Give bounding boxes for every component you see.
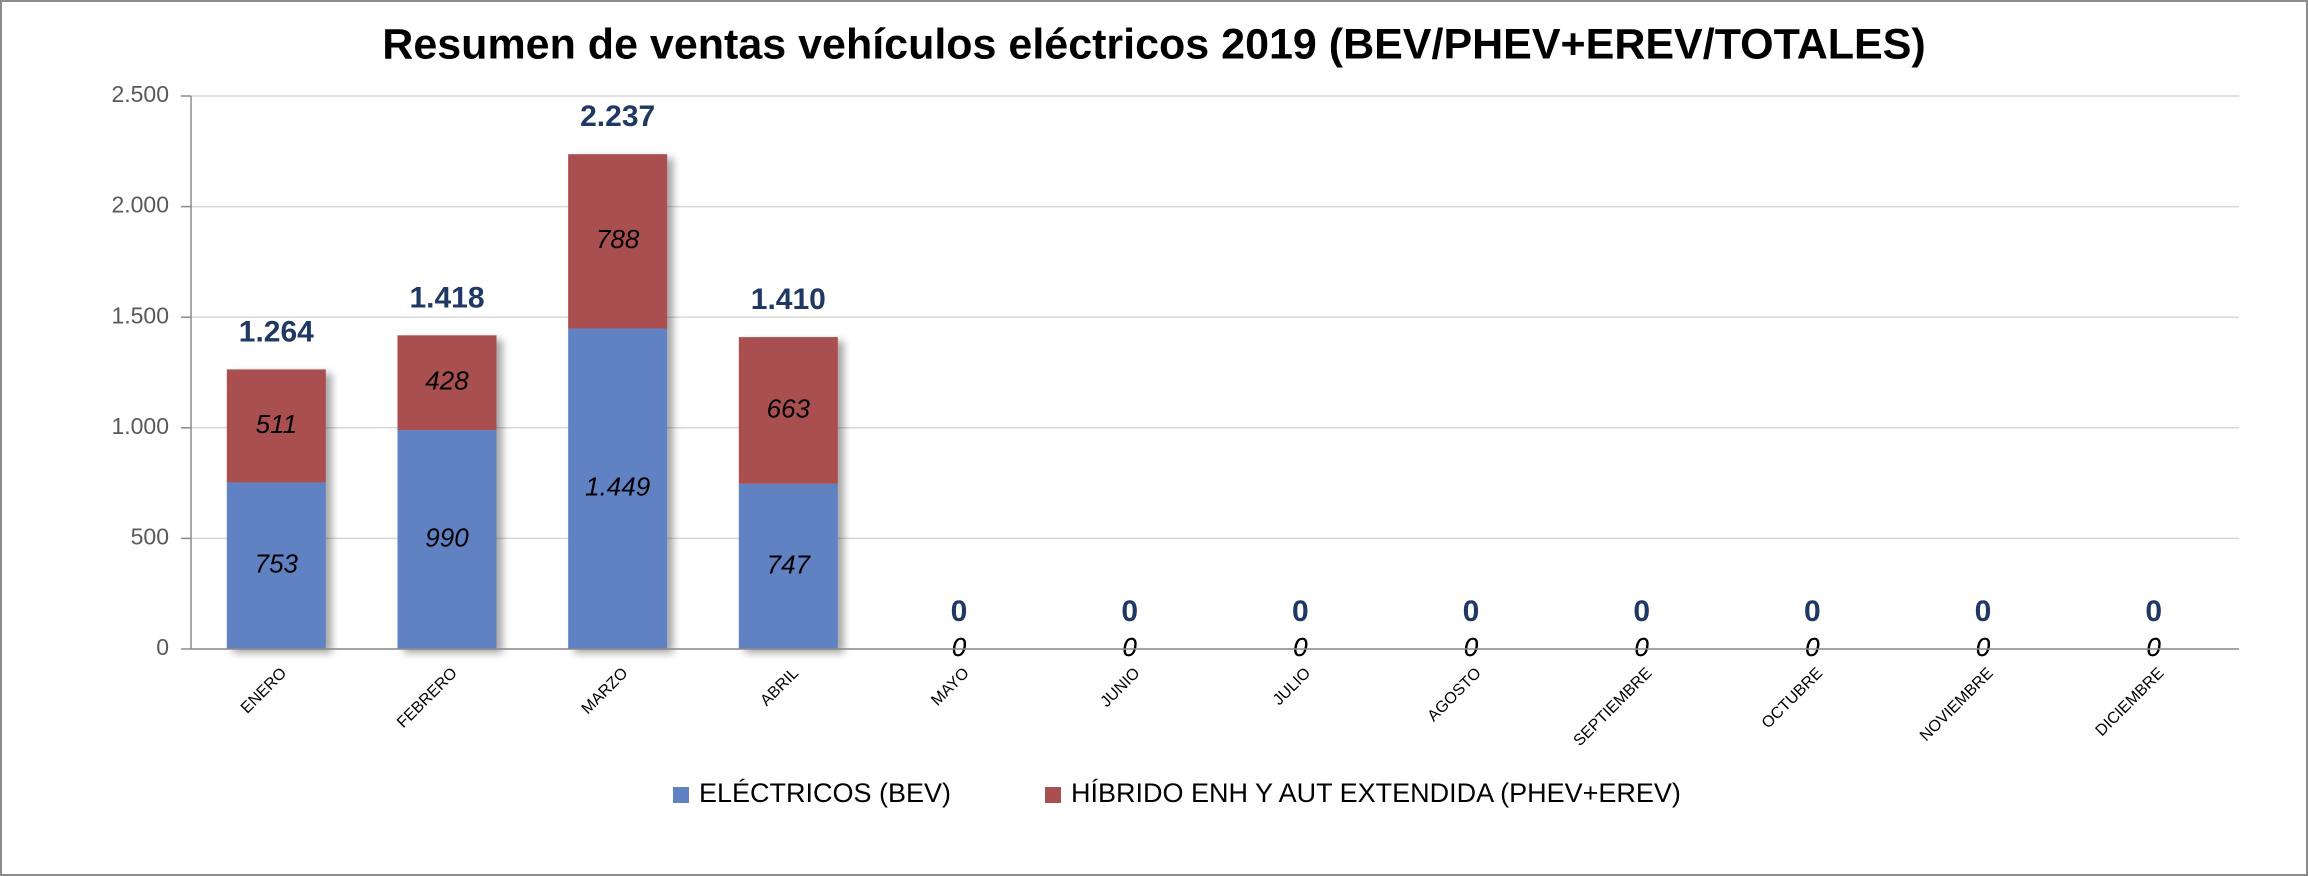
value-label: 0 <box>1122 632 1137 662</box>
bar-stack <box>738 337 838 649</box>
bar-segment <box>738 483 838 649</box>
value-label: 511 <box>256 409 297 439</box>
value-label: 0 <box>1293 632 1308 662</box>
y-tick-label: 0 <box>156 634 169 660</box>
y-tick-label: 2.500 <box>111 81 169 107</box>
y-tick-label: 2.000 <box>111 192 169 218</box>
legend-swatch <box>1045 787 1061 803</box>
bar-segment <box>226 482 326 649</box>
value-label: 0 <box>1976 632 1991 662</box>
value-label: 428 <box>425 366 469 396</box>
total-label: 0 <box>951 595 968 628</box>
y-tick-label: 1.000 <box>111 413 169 439</box>
total-label: 1.418 <box>409 281 484 314</box>
value-label: 0 <box>1464 632 1479 662</box>
bar-segment <box>568 154 668 329</box>
value-label: 0 <box>1634 632 1649 662</box>
total-label: 1.264 <box>239 315 314 348</box>
y-tick-label: 1.500 <box>111 302 169 328</box>
bar-segment <box>568 328 668 649</box>
bar-segment <box>738 337 838 484</box>
total-label: 0 <box>1975 595 1992 628</box>
y-tick-label: 500 <box>131 523 169 549</box>
bar-stack <box>226 369 326 649</box>
total-label: 0 <box>1292 595 1309 628</box>
value-label: 1.449 <box>585 472 650 502</box>
legend-label: HÍBRIDO ENH Y AUT EXTENDIDA (PHEV+EREV) <box>1071 778 1681 808</box>
value-label: 788 <box>596 224 640 254</box>
bar-segment <box>397 430 497 649</box>
total-label: 0 <box>1633 595 1650 628</box>
value-label: 753 <box>255 549 299 579</box>
value-label: 0 <box>952 632 967 662</box>
bar-stack <box>397 335 497 649</box>
value-label: 0 <box>1805 632 1820 662</box>
legend-label: ELÉCTRICOS (BEV) <box>699 778 951 808</box>
legend-swatch <box>673 787 689 803</box>
value-label: 0 <box>1805 632 1820 662</box>
value-label: 0 <box>1293 632 1308 662</box>
total-label: 0 <box>1463 595 1480 628</box>
value-label: 990 <box>425 522 469 552</box>
value-label: 0 <box>952 632 967 662</box>
bar-stack <box>568 154 668 649</box>
total-label: 0 <box>2145 595 2162 628</box>
total-label: 2.237 <box>580 100 655 133</box>
value-label: 0 <box>1122 632 1137 662</box>
total-label: 1.410 <box>751 283 826 316</box>
value-label: 0 <box>2146 632 2161 662</box>
total-label: 0 <box>1804 595 1821 628</box>
bar-segment <box>226 369 326 483</box>
value-label: 0 <box>2146 632 2161 662</box>
total-label: 0 <box>1121 595 1138 628</box>
bar-segment <box>397 335 497 431</box>
value-label: 0 <box>1464 632 1479 662</box>
value-label: 747 <box>767 549 812 579</box>
value-label: 0 <box>1634 632 1649 662</box>
chart-title: Resumen de ventas vehículos eléctricos 2… <box>382 20 1925 68</box>
value-label: 663 <box>767 393 811 423</box>
value-label: 0 <box>1976 632 1991 662</box>
